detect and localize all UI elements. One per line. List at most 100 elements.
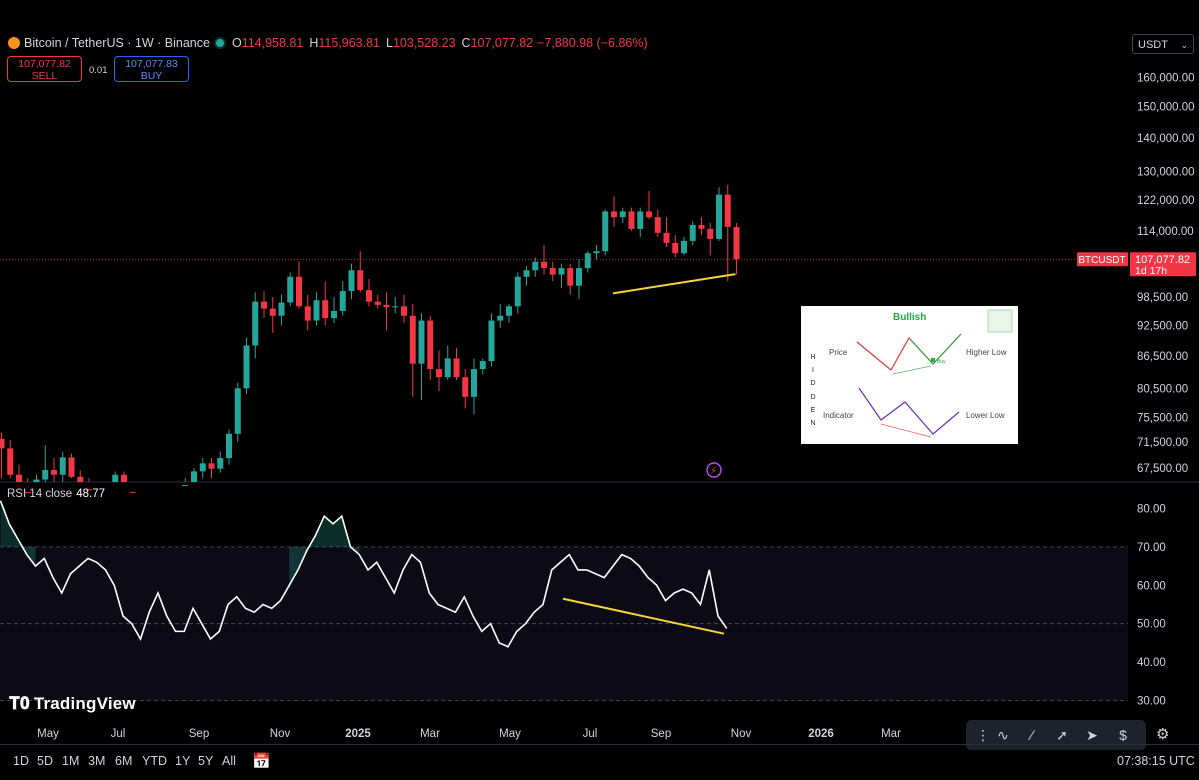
inset-letter: E: [810, 406, 816, 414]
buy-label: BUY: [140, 70, 163, 82]
tradingview-logo[interactable]: 𝐓𝟎 TradingView: [9, 694, 136, 714]
cursor-tool-icon[interactable]: ➤: [1086, 727, 1098, 743]
price-axis-label: 75,500.00: [1137, 412, 1188, 424]
symbol-title[interactable]: Bitcoin / TetherUS · 1W · Binance: [24, 36, 210, 50]
timeframe-1y[interactable]: 1Y: [175, 754, 191, 768]
candle-body: [374, 301, 381, 305]
date-range-calendar-icon[interactable]: 📅: [252, 753, 271, 770]
candle-body: [252, 301, 259, 346]
inset-vertical-label: H I D D E N: [809, 351, 817, 430]
rsi-legend[interactable]: RSI 14 close 48.77: [7, 488, 105, 500]
candle-body: [663, 232, 670, 243]
time-axis-label: 2025: [345, 728, 371, 740]
timeframe-6m[interactable]: 6M: [115, 754, 133, 768]
price-axis-label: 150,000.00: [1137, 102, 1195, 114]
hidden-divergence-inset: Bullish H I D D E N Price Higher Low Buy…: [801, 306, 1018, 444]
time-axis-label: Nov: [731, 728, 752, 740]
inset-lower-low-label: Lower Low: [966, 411, 1005, 420]
rsi-axis-label: 60.00: [1137, 580, 1166, 592]
sell-button[interactable]: 107,077.82 SELL: [7, 56, 82, 82]
ray-tool-icon[interactable]: ➚: [1056, 727, 1068, 743]
inset-diagram: [856, 309, 1013, 438]
candle-body: [357, 270, 364, 291]
market-open-icon: [215, 39, 224, 47]
candle-body: [654, 217, 661, 233]
candle-body: [199, 463, 206, 472]
candle-body: [576, 268, 582, 286]
pattern-tool-icon[interactable]: ∿: [997, 727, 1009, 743]
candle-body: [707, 228, 714, 239]
time-axis-label: Mar: [420, 728, 440, 740]
candle-body: [681, 240, 687, 254]
candle-body: [322, 300, 329, 319]
candle-body: [243, 345, 250, 389]
settings-gear-icon[interactable]: ⚙: [1156, 726, 1170, 743]
price-axis-label: 160,000.00: [1137, 73, 1195, 85]
timeframe-all[interactable]: All: [222, 754, 236, 768]
lightning-icon: ⚡: [710, 466, 717, 477]
time-axis-label: Sep: [651, 728, 671, 740]
inset-higher-low-label: Higher Low: [966, 348, 1007, 357]
candle-body: [269, 308, 276, 316]
rsi-axis-label: 40.00: [1137, 657, 1166, 669]
inset-letter: H: [810, 354, 816, 361]
inset-price-label: Price: [829, 348, 848, 357]
rsi-axis-label: 50.00: [1137, 619, 1166, 631]
candle-body: [24, 492, 31, 494]
bottom-toolbar: 1D 5D 1M 3M 6M YTD 1Y 5Y All 📅 07:38:15 …: [0, 744, 1199, 779]
candle-body: [637, 211, 644, 229]
drawing-toolbar: ⋮ ∿ ∕ ➚ ➤ $: [966, 720, 1146, 750]
timeframe-ytd[interactable]: YTD: [142, 754, 167, 768]
price-axis-label: 122,000.00: [1137, 195, 1195, 207]
timeframe-5d[interactable]: 5D: [37, 754, 53, 768]
utc-clock[interactable]: 07:38:15 UTC: [1117, 754, 1195, 768]
candle-body: [611, 211, 617, 218]
brand-name: TradingView: [33, 694, 136, 713]
candle-body: [506, 306, 512, 316]
last-price-label: 107,077.82: [1135, 254, 1190, 266]
candle-body: [733, 227, 740, 260]
candle-body: [462, 377, 469, 397]
time-axis-label: Nov: [270, 728, 291, 740]
timeframe-1d[interactable]: 1D: [13, 754, 29, 768]
candle-body: [383, 304, 390, 308]
trendline-tool-icon[interactable]: ∕: [1030, 727, 1034, 743]
bar-countdown-label: 1d 17h: [1135, 265, 1167, 277]
rsi-overbought-fill: [289, 516, 360, 586]
currency-select[interactable]: USDT ⌄: [1132, 34, 1194, 54]
time-axis-label: May: [499, 728, 521, 740]
inset-indicator-trend: [880, 423, 932, 438]
candle-body: [523, 270, 530, 277]
rsi-axis-label: 30.00: [1137, 696, 1166, 708]
candle-body: [68, 457, 75, 477]
candle-body: [304, 306, 311, 321]
candle-body: [716, 194, 722, 239]
close-label: C: [461, 36, 471, 50]
price-axis-label: 114,000.00: [1137, 226, 1194, 238]
buy-button[interactable]: 107,077.83 BUY: [114, 56, 189, 82]
inset-price-down-line: [856, 333, 962, 371]
candle-body: [689, 224, 696, 241]
price-axis-label: 98,500.00: [1137, 292, 1188, 304]
price-note-icon[interactable]: $: [1119, 727, 1127, 743]
price-axis-label: 92,500.00: [1137, 320, 1188, 332]
candle-body: [51, 470, 57, 475]
candle-body: [112, 474, 119, 482]
sell-label: SELL: [31, 70, 58, 82]
candle-body: [646, 211, 652, 218]
inset-buy-label: Buy: [937, 359, 946, 365]
timeframe-5y[interactable]: 5Y: [198, 754, 214, 768]
drag-handle-icon[interactable]: ⋮: [976, 727, 990, 743]
inset-letter: N: [810, 420, 816, 428]
candle-body: [602, 211, 609, 252]
rsi-axis-label: 70.00: [1137, 542, 1166, 554]
price-axis-label: 71,500.00: [1137, 437, 1188, 449]
candle-body: [208, 463, 215, 469]
sell-price: 107,077.82: [18, 58, 71, 70]
rsi-axis-label: 80.00: [1137, 504, 1166, 516]
chart-canvas[interactable]: ⚡ 160,000.00 150,000.00 140,000.00 130,000.…: [0, 0, 1199, 745]
candle-body: [7, 448, 14, 475]
timeframe-3m[interactable]: 3M: [88, 754, 106, 768]
timeframe-1m[interactable]: 1M: [62, 754, 80, 768]
candle-body: [427, 320, 434, 370]
